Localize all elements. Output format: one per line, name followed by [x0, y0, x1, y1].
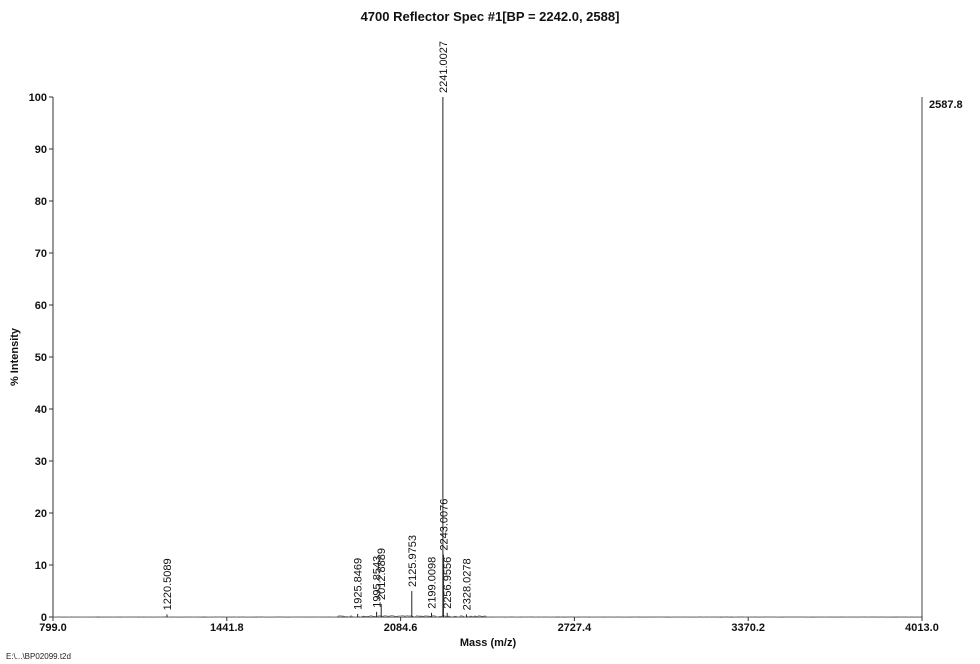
x-axis-label: Mass (m/z): [460, 637, 517, 649]
peak-label: 2241.0027: [438, 41, 450, 93]
x-tick-label: 1441.8: [210, 622, 244, 634]
baseline-noise: [52, 615, 922, 618]
y-axis-ticks: 0 10 20 30 40 50 60 70 80 90 100: [29, 92, 53, 624]
max-intensity-label: 2587.8: [929, 99, 963, 111]
peaks-group: [166, 97, 467, 617]
y-tick-label: 10: [35, 560, 47, 572]
x-tick-label: 4013.0: [905, 622, 939, 634]
peak-label: 2199.0098: [427, 557, 439, 609]
peak-label: 2243.0076: [438, 499, 450, 551]
peak-label: 1995.8543: [372, 556, 384, 608]
x-tick-label: 3370.2: [731, 622, 765, 634]
peak-label: 2256.9556: [442, 557, 454, 609]
peak-label: 2012.8889: [376, 548, 388, 600]
peak-label: 2125.9753: [407, 535, 419, 587]
y-tick-label: 0: [41, 612, 47, 624]
y-tick-label: 90: [35, 144, 47, 156]
y-tick-label: 40: [35, 404, 47, 416]
peak-label: 1925.8469: [353, 558, 365, 610]
peak-label: 2328.0278: [461, 558, 473, 610]
x-tick-label: 2727.4: [558, 622, 593, 634]
y-tick-label: 20: [35, 508, 47, 520]
x-tick-label: 2084.6: [384, 622, 418, 634]
y-tick-label: 70: [35, 248, 47, 260]
y-tick-label: 30: [35, 456, 47, 468]
peak-label: 1220.5089: [162, 558, 174, 610]
x-tick-label: 799.0: [39, 622, 67, 634]
y-tick-label: 50: [35, 352, 47, 364]
y-tick-label: 60: [35, 300, 47, 312]
x-axis-ticks: 799.0 1441.8 2084.6 2727.4 3370.2 4013.0: [39, 617, 939, 634]
y-axis-label: % Intensity: [9, 327, 21, 386]
y-tick-label: 80: [35, 196, 47, 208]
file-path: E:\...\BP02099.t2d: [6, 652, 71, 661]
y-tick-label: 100: [29, 92, 47, 104]
chart-title: 4700 Reflector Spec #1[BP = 2242.0, 2588…: [361, 9, 620, 24]
